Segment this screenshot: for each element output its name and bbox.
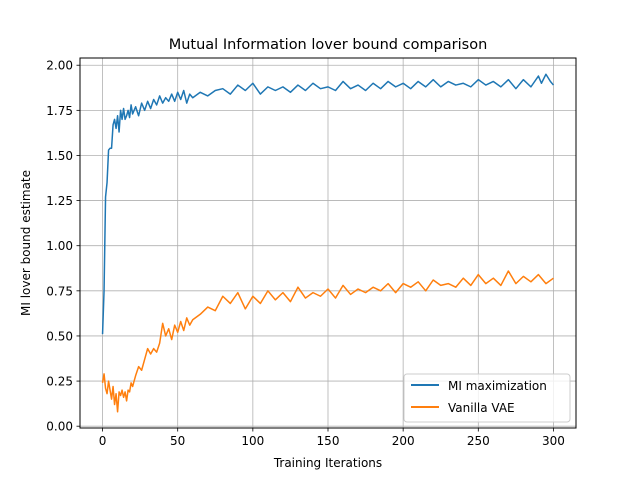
x-tick-label: 100 — [241, 434, 264, 448]
y-axis-label: MI lover bound estimate — [19, 170, 33, 316]
x-tick-label: 250 — [467, 434, 490, 448]
y-tick-label: 0.75 — [46, 284, 73, 298]
legend-label-vanilla-vae: Vanilla VAE — [448, 401, 515, 415]
series-line-vanilla-vae — [101, 270, 554, 413]
x-tick-label: 150 — [317, 434, 340, 448]
ticks: 0 50 100 150 200 250 300 0.00 0.25 0.50 0.75 1.00 1.… — [46, 59, 565, 448]
x-axis-label: Training Iterations — [273, 456, 382, 470]
x-tick-label: 0 — [99, 434, 107, 448]
y-tick-label: 1.25 — [46, 194, 73, 208]
legend: MI maximization Vanilla VAE — [403, 373, 571, 423]
series-line-mi-maximization — [101, 73, 555, 335]
y-tick-label: 0.00 — [46, 420, 73, 434]
y-tick-label: 1.00 — [46, 239, 73, 253]
y-tick-label: 2.00 — [46, 59, 73, 73]
y-tick-label: 1.50 — [46, 149, 73, 163]
y-tick-label: 0.50 — [46, 329, 73, 343]
x-tick-label: 300 — [542, 434, 565, 448]
x-tick-label: 200 — [392, 434, 415, 448]
chart-title: Mutual Information lover bound compariso… — [169, 37, 488, 53]
y-tick-label: 0.25 — [46, 375, 73, 389]
grid — [80, 58, 576, 428]
y-tick-label: 1.75 — [46, 104, 73, 118]
x-tick-label: 50 — [170, 434, 185, 448]
series-layer — [101, 73, 555, 413]
legend-box — [403, 373, 571, 423]
legend-label-mi-maximization: MI maximization — [448, 379, 547, 393]
